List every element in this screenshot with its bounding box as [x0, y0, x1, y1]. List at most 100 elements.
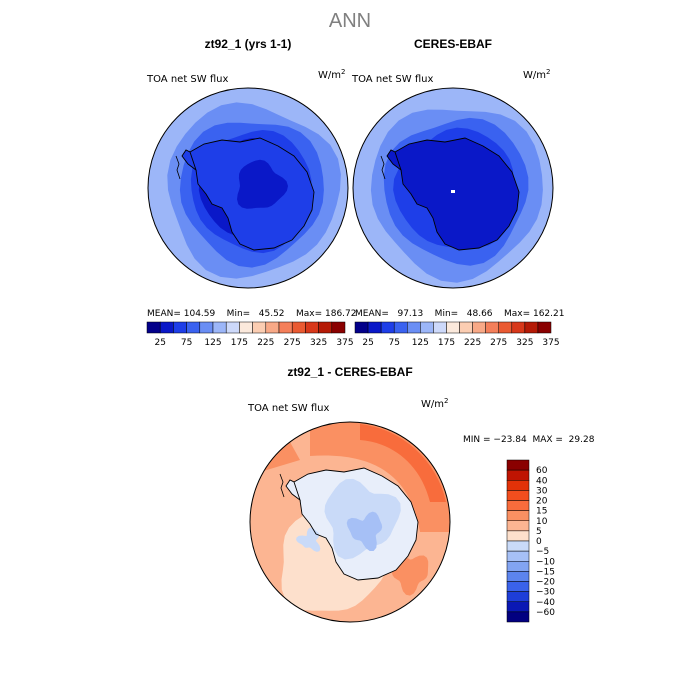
diff-island-coast	[279, 473, 285, 498]
panel-1-colorbar-swatch	[265, 321, 280, 334]
diff-strong-positive-band	[360, 424, 446, 502]
diff-colorbar-swatch	[506, 611, 530, 623]
diff-colorbar-swatch	[506, 459, 530, 471]
panel-1-colorbar-swatch	[173, 321, 187, 334]
panel-1-colorbar-tick-label: 225	[257, 338, 274, 348]
panel-2-island-coast	[380, 155, 386, 180]
panel-2-map	[353, 88, 553, 288]
diff-colorbar-swatch	[506, 530, 530, 542]
panel-2-colorbar-swatch	[393, 321, 408, 334]
panel-1-colorbar-swatch	[239, 321, 253, 334]
panel-2-colorbar-swatch	[472, 321, 486, 334]
diff-colorbar-tick-label: −15	[536, 567, 555, 577]
panel-1-colorbar-tick-label: 25	[154, 338, 165, 348]
panel-1-title: zt92_1 (yrs 1-1)	[205, 37, 292, 51]
panel-2-colorbar-tick-label: 125	[412, 338, 429, 348]
diff-colorbar-tick-label: 20	[536, 497, 548, 507]
diff-colorbar-swatch	[506, 550, 530, 562]
panel-1-colorbar-swatch	[278, 321, 293, 334]
diff-colorbar-tick-label: −10	[536, 557, 555, 567]
diff-colorbar-tick-label: 15	[536, 507, 547, 517]
panel-2-colorbar: 25 75 125 175 225 275 325 375	[354, 321, 560, 348]
panel-2-colorbar-swatch	[537, 321, 552, 334]
diff-units: W/m2	[421, 397, 448, 410]
panel-1-colorbar-tick-label: 175	[231, 338, 248, 348]
panel-1-units: W/m2	[318, 68, 345, 81]
diff-colorbar-swatch	[506, 581, 530, 592]
season-title: ANN	[329, 10, 371, 32]
diff-colorbar-swatch	[506, 561, 530, 572]
diff-colorbar-tick-label: −60	[536, 608, 555, 618]
panel-1-colorbar-tick-label: 375	[336, 338, 353, 348]
panel-2-colorbar-swatch	[407, 321, 421, 334]
panel-2-colorbar-swatch	[420, 321, 434, 334]
diff-west-band	[260, 442, 300, 472]
panel-2-coastline	[386, 137, 520, 251]
panel-2-title: CERES-EBAF	[414, 37, 492, 51]
panel-2-missing-data-cell	[451, 190, 455, 193]
panel-2-colorbar-tick-label: 25	[362, 338, 373, 348]
panel-2-colorbar-swatch	[380, 321, 395, 334]
panel-2-antarctica-fill	[387, 138, 519, 250]
panel-2-colorbar-tick-label: 375	[542, 338, 559, 348]
diff-coastline	[285, 467, 419, 581]
diff-field-label: TOA net SW flux	[247, 403, 329, 414]
panel-1-colorbar-swatch	[252, 321, 267, 334]
panel-2-map-border	[352, 87, 554, 289]
diff-colorbar-swatch	[506, 469, 530, 481]
panel-1-colorbar-tick-label: 75	[181, 338, 192, 348]
panel-1-colorbar-swatch	[318, 321, 333, 334]
diff-minmax: MIN = −23.84 MAX = 29.28	[463, 435, 595, 445]
panel-2-colorbar-tick-label: 175	[438, 338, 455, 348]
panel-2-colorbar-tick-label: 75	[388, 338, 399, 348]
diff-colorbar-tick-label: 60	[536, 466, 548, 476]
diff-colorbar-tick-label: 10	[536, 517, 548, 527]
panel-2-colorbar-swatch	[354, 321, 369, 334]
panel-1-field-label: TOA net SW flux	[146, 74, 228, 85]
panel-1-stats: MEAN= 104.59 Min= 45.52 Max= 186.72	[147, 309, 356, 319]
panel-1-island-coast	[175, 155, 181, 180]
panel-1-colorbar-swatch	[305, 321, 319, 334]
panel-2-colorbar-tick-label: 325	[516, 338, 533, 348]
panel-1-colorbar-swatch	[291, 321, 306, 334]
diff-colorbar-tick-label: −30	[536, 588, 555, 598]
panel-2-stats: MEAN= 97.13 Min= 48.66 Max= 162.21	[355, 309, 564, 319]
panel-2-colorbar-swatch	[511, 321, 526, 334]
panel-1-colorbar-swatch	[225, 321, 240, 334]
diff-colorbar-swatch	[506, 520, 530, 532]
diff-colorbar-swatch	[506, 500, 530, 511]
panel-1-colorbar-tick-label: 125	[204, 338, 221, 348]
panel-2-field-label: TOA net SW flux	[351, 74, 433, 85]
diff-colorbar-tick-label: 0	[536, 537, 542, 547]
panel-2-colorbar-swatch	[446, 321, 460, 334]
diff-map-border	[249, 421, 451, 623]
diff-map	[250, 422, 450, 622]
diff-negative-patch	[296, 527, 321, 552]
diff-colorbar-tick-label: −20	[536, 578, 555, 588]
diff-colorbar-tick-label: 5	[536, 527, 542, 537]
panel-2-colorbar-swatch	[498, 321, 513, 334]
panel-2-colorbar-swatch	[524, 321, 539, 334]
diff-panel-title: zt92_1 - CERES-EBAF	[287, 365, 412, 379]
panel-2-colorbar-tick-label: 275	[490, 338, 507, 348]
diff-colorbar-tick-label: 40	[536, 476, 548, 486]
diff-negative-band	[324, 478, 401, 560]
panel-1-map	[148, 88, 348, 288]
panel-2-colorbar-swatch	[485, 321, 499, 334]
panel-1-colorbar-swatch	[199, 321, 214, 334]
diff-colorbar-tick-label: −40	[536, 598, 555, 608]
panel-1-colorbar-tick-label: 325	[310, 338, 327, 348]
diff-colorbar-swatch	[506, 601, 530, 613]
panel-1-interior-band	[237, 159, 288, 209]
diff-colorbar-swatch	[506, 510, 530, 522]
diff-colorbar-swatch	[506, 591, 530, 603]
panel-1-colorbar-tick-label: 275	[284, 338, 301, 348]
panel-1-colorbar-swatch	[159, 321, 174, 334]
diff-colorbar-tick-label: 30	[536, 486, 548, 496]
diff-strong-negative-band	[346, 511, 383, 551]
panel-2-colorbar-swatch	[433, 321, 447, 334]
panel-2-colorbar-swatch	[367, 321, 382, 334]
panel-1-colorbar: 25 75 125 175 225 275 325 375	[146, 321, 354, 348]
